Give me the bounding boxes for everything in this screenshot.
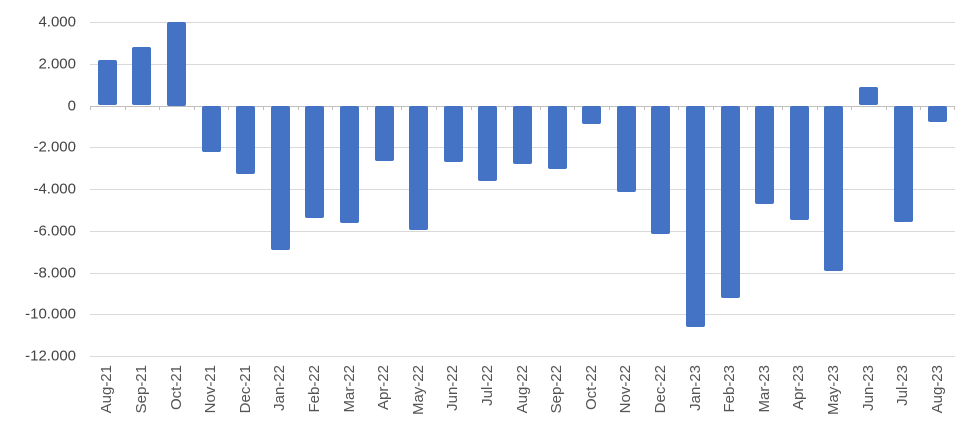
axis-tick — [159, 105, 161, 110]
x-axis-label: Aug-22 — [513, 365, 531, 414]
y-axis-label: -6.000 — [33, 222, 76, 240]
bar — [409, 105, 429, 230]
gridline — [90, 314, 955, 316]
axis-tick — [782, 105, 783, 110]
bar — [547, 105, 567, 170]
x-axis-label: Nov-22 — [617, 365, 635, 414]
axis-tick — [574, 105, 576, 110]
y-axis: 4.000 2.000 0 -2.000 -4.000 -6.000 -8.000 -10.0… — [0, 14, 78, 365]
y-axis-label: 0 — [67, 97, 76, 114]
axis-tick — [90, 105, 91, 110]
bar — [686, 105, 705, 327]
bar — [893, 105, 913, 223]
x-axis-label: Feb-23 — [721, 365, 739, 413]
y-axis-label: 2.000 — [38, 55, 76, 73]
x-axis: Aug-21 Sep-21 Oct-21 Nov-21 Dec-21 Jan-22 Feb-… — [90, 365, 955, 443]
x-axis-label: Nov-21 — [202, 365, 220, 414]
axis-tick — [643, 105, 645, 110]
x-axis-label: Apr-22 — [375, 365, 393, 411]
axis-tick — [193, 105, 195, 110]
bar — [651, 105, 671, 234]
x-axis-label: Jul-23 — [894, 365, 912, 406]
y-axis-label: -10.000 — [25, 305, 76, 323]
bar — [789, 105, 809, 221]
axis-tick — [228, 105, 230, 110]
x-axis-label: Oct-22 — [582, 365, 600, 411]
bar — [928, 105, 948, 123]
axis-tick — [747, 105, 749, 110]
bar — [720, 105, 740, 298]
axis-tick — [678, 105, 680, 110]
x-axis-label: Mar-23 — [755, 365, 773, 413]
y-axis-label: -12.000 — [25, 347, 76, 365]
gridline — [90, 189, 955, 190]
x-axis-label: Jun-22 — [444, 365, 462, 411]
bar — [167, 22, 186, 106]
x-axis-label: Aug-21 — [98, 365, 116, 414]
x-axis-label: Jul-22 — [478, 365, 496, 406]
x-axis-label: Jun-23 — [859, 365, 877, 411]
bar — [755, 105, 775, 204]
axis-tick — [401, 105, 403, 110]
gridline — [90, 272, 955, 274]
x-axis-label: Apr-23 — [790, 365, 808, 411]
axis-tick — [816, 105, 818, 110]
bar — [270, 105, 290, 250]
bar — [132, 47, 152, 106]
bar — [443, 105, 463, 162]
bar — [305, 105, 325, 219]
x-axis-label: May-23 — [824, 365, 842, 416]
x-axis-label: May-22 — [409, 365, 427, 416]
x-axis-label: Feb-22 — [305, 365, 323, 413]
axis-tick — [332, 105, 334, 110]
y-axis-label: 4.000 — [38, 13, 76, 31]
gridline — [90, 22, 955, 23]
bar — [340, 105, 359, 224]
gridline — [90, 230, 955, 232]
bar — [859, 86, 878, 106]
x-axis-label: Sep-21 — [132, 365, 150, 414]
x-axis-label: Mar-22 — [340, 365, 358, 413]
axis-tick — [470, 105, 472, 110]
bar — [201, 105, 221, 153]
x-axis-label: Jan-23 — [686, 365, 704, 411]
bar — [513, 105, 532, 164]
axis-tick — [366, 105, 368, 110]
x-axis-label: Oct-21 — [167, 365, 185, 411]
x-axis-label: Jan-22 — [271, 365, 289, 411]
axis-tick — [712, 105, 714, 110]
bar — [97, 59, 117, 106]
axis-tick — [885, 105, 887, 110]
plot-area — [90, 22, 955, 357]
axis-tick — [505, 105, 507, 110]
x-axis-label: Dec-21 — [236, 365, 254, 414]
y-axis-label: -8.000 — [33, 264, 76, 281]
axis-tick — [609, 105, 610, 110]
axis-tick — [539, 105, 541, 110]
gridline — [90, 63, 955, 65]
axis-tick — [124, 105, 126, 110]
x-axis-label: Sep-22 — [548, 365, 566, 414]
axis-tick — [436, 105, 437, 110]
axis-tick — [920, 105, 922, 110]
x-axis-label: Aug-23 — [928, 365, 946, 414]
x-axis-label: Dec-22 — [651, 365, 669, 414]
gridline — [90, 356, 955, 357]
bar — [616, 105, 636, 193]
axis-tick — [954, 105, 955, 110]
y-axis-label: -4.000 — [33, 180, 76, 198]
y-axis-label: -2.000 — [33, 138, 76, 156]
axis-tick — [263, 105, 264, 110]
axis-tick — [297, 105, 299, 110]
bar — [236, 105, 256, 175]
bar — [824, 105, 844, 272]
bar — [374, 105, 394, 161]
bar — [582, 105, 602, 125]
bar — [478, 105, 498, 181]
axis-tick — [851, 105, 853, 110]
